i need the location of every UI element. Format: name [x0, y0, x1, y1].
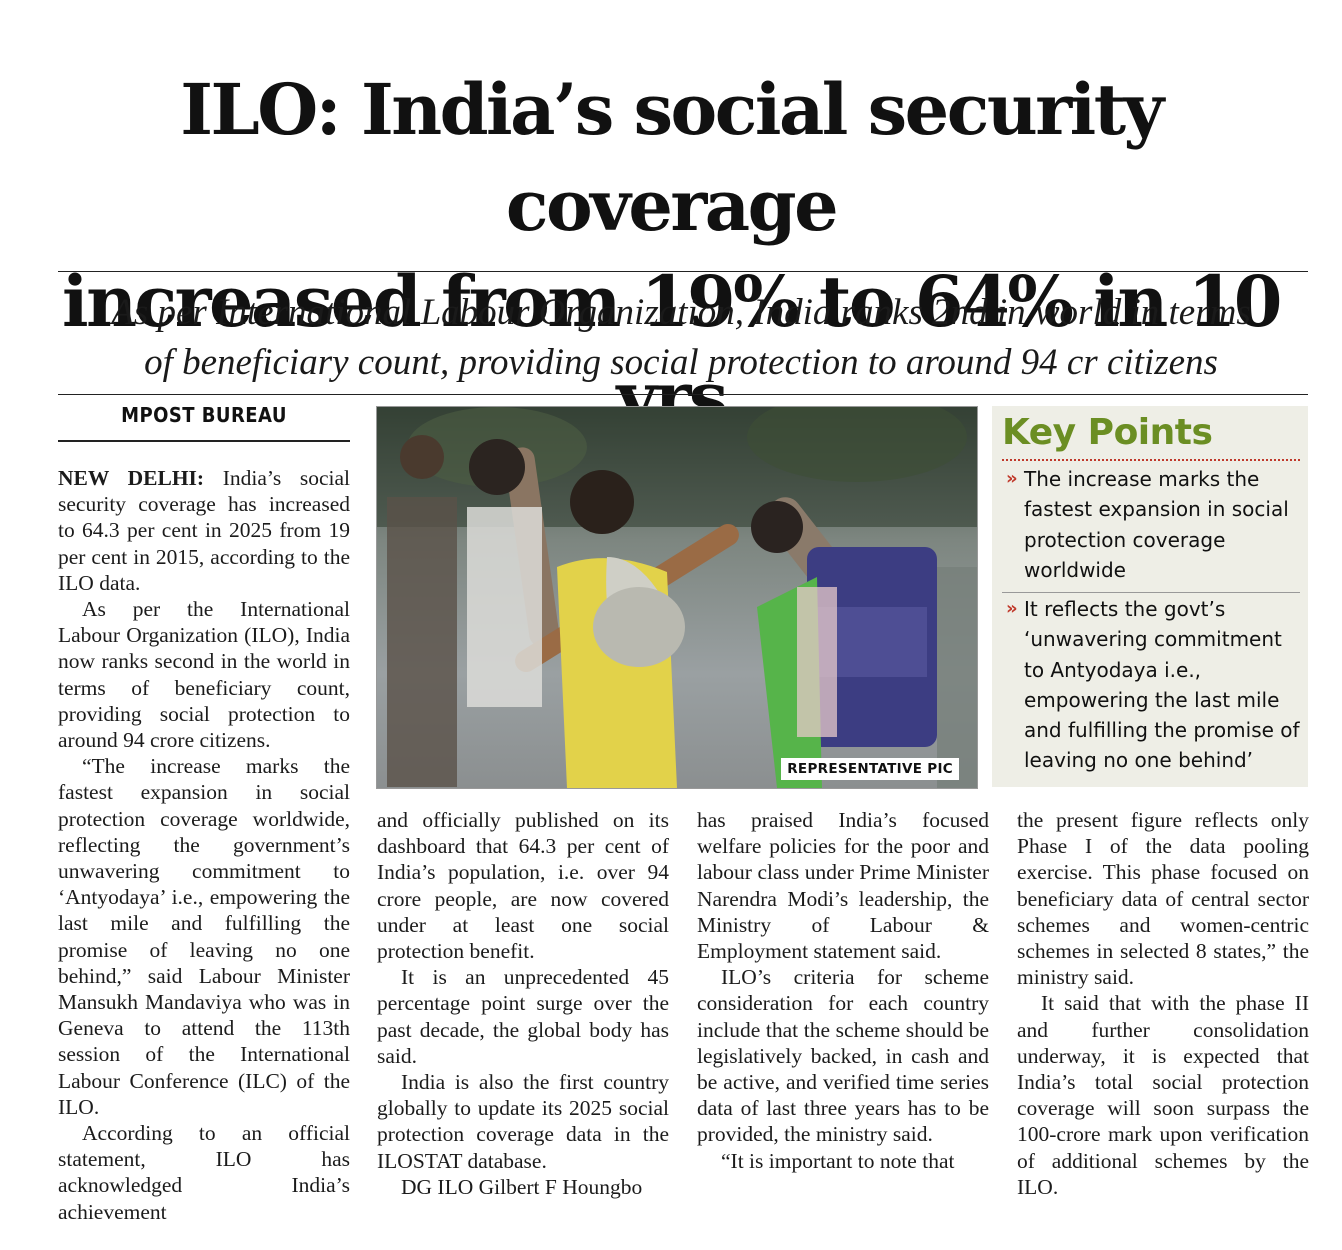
key-points-box: Key Points » The increase marks the fast…	[992, 406, 1308, 787]
dotted-divider	[1002, 459, 1300, 461]
paragraph: As per the International Labour Organiza…	[58, 597, 350, 753]
paragraph: ILO’s criteria for scheme consideration …	[697, 965, 989, 1147]
double-chevron-icon: »	[1006, 468, 1018, 489]
deck-line-2: of beneficiary count, providing social p…	[144, 342, 1218, 383]
key-point-item: » It reflects the govt’s ‘unwavering com…	[1006, 594, 1302, 776]
headline-rule	[58, 271, 1308, 272]
key-points-title: Key Points	[1002, 412, 1213, 453]
photo-credit: REPRESENTATIVE PIC	[781, 758, 959, 780]
deck: As per International Labour Organization…	[40, 288, 1322, 388]
key-point-item: » The increase marks the fastest expansi…	[1006, 464, 1302, 585]
deck-rule	[58, 394, 1308, 395]
headline: ILO: India’s social security coverage in…	[20, 62, 1322, 446]
key-point-text: The increase marks the fastest expansion…	[1024, 467, 1289, 582]
byline-rule	[58, 440, 350, 442]
news-photo: REPRESENTATIVE PIC	[376, 406, 978, 789]
paragraph: According to an official statement, ILO …	[58, 1121, 350, 1224]
paragraph: “It is important to note that	[721, 1148, 955, 1173]
deck-line-1: As per International Labour Organization…	[111, 292, 1251, 333]
headline-line-2: increased from 19% to 64% in 10 yrs	[61, 260, 1283, 439]
article-column-3: has praised India’s focused welfare poli…	[697, 807, 989, 1174]
paragraph: India is also the first country globally…	[377, 1070, 669, 1173]
workers-photo-illustration	[377, 407, 977, 788]
paragraph: It said that with the phase II and furth…	[1017, 991, 1309, 1199]
double-chevron-icon: »	[1006, 598, 1018, 619]
paragraph: and officially published on its dashboar…	[377, 808, 669, 964]
key-point-text: It reflects the govt’s ‘unwavering commi…	[1024, 597, 1300, 773]
paragraph: “The increase marks the fastest expansio…	[58, 754, 350, 1119]
article-column-2: and officially published on its dashboar…	[377, 807, 669, 1200]
paragraph: DG ILO Gilbert F Houngbo	[401, 1174, 643, 1199]
byline: MPOST BUREAU	[121, 403, 287, 427]
article-column-1: NEW DELHI: India’s social security cover…	[58, 465, 350, 1225]
article-column-4: the present figure reflects only Phase I…	[1017, 807, 1309, 1200]
paragraph: It is an unprecedented 45 percentage poi…	[377, 965, 669, 1068]
paragraph: has praised India’s focused welfare poli…	[697, 808, 989, 964]
key-point-divider	[1002, 592, 1300, 593]
paragraph: the present figure reflects only Phase I…	[1017, 808, 1309, 990]
headline-line-1: ILO: India’s social security coverage	[180, 68, 1164, 247]
lead-text: India’s social security coverage has inc…	[58, 466, 351, 595]
dateline: NEW DELHI:	[58, 466, 205, 490]
paragraph: NEW DELHI: India’s social security cover…	[58, 465, 350, 596]
